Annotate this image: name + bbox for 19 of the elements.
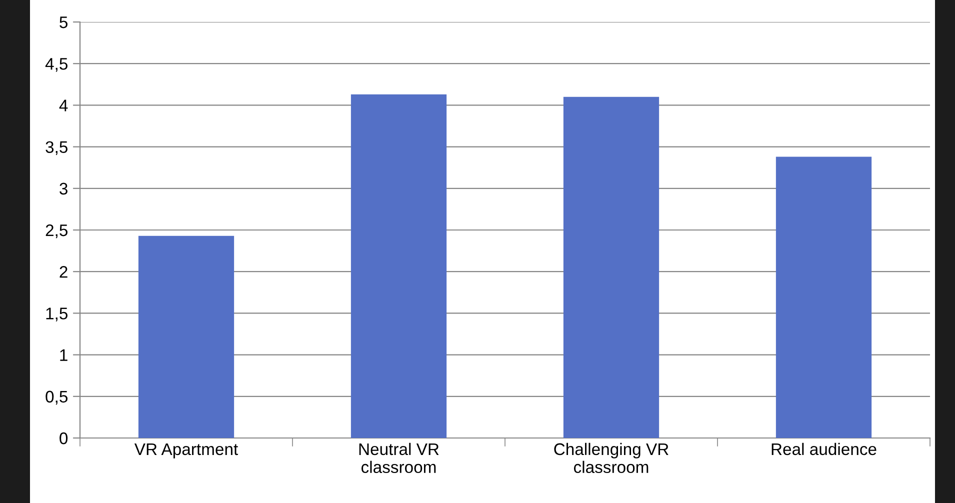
y-tick-label: 0,5 [46, 390, 68, 405]
y-tick-label: 5 [60, 16, 68, 28]
x-tick-label: VR Apartment [134, 443, 238, 458]
bar [350, 94, 447, 438]
bar [776, 156, 872, 438]
y-tick-label: 2 [60, 266, 68, 278]
y-tick-label: 3,5 [46, 141, 68, 155]
y-tick-label: 4 [59, 100, 68, 112]
x-tick-label: Neutral VR classroom [359, 442, 439, 474]
y-tick-label: 1 [60, 349, 68, 361]
y-tick-label: 1,5 [46, 308, 68, 322]
bar [563, 96, 660, 438]
y-tick-label: 2,5 [46, 224, 68, 238]
x-tick-label: Real audience [772, 442, 876, 456]
y-tick-label: 4,5 [45, 58, 68, 72]
y-tick-label: 0 [60, 432, 68, 444]
bar [138, 236, 234, 438]
x-tick-label: Challenging VR classroom [554, 442, 668, 474]
y-tick-label: 3 [60, 182, 68, 195]
